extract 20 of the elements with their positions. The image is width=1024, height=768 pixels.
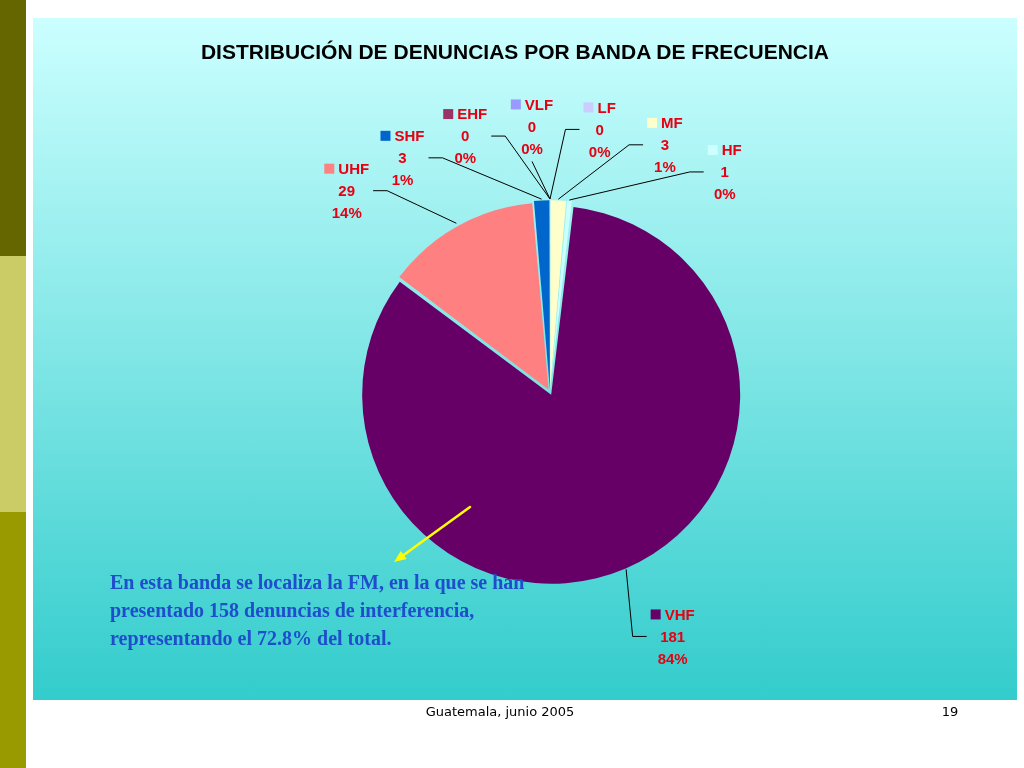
text: En esta banda se localiza la FM, en la que se han presentado 158 denuncias de interferencia, representando el 72.8% del total.	[110, 570, 526, 652]
chart-title: DISTRIBUCIÓN DE DENUNCIAS POR BANDA DE FRECUENCIA	[200, 40, 830, 63]
data-label: 3 1%	[391, 148, 414, 188]
legend-label: HF	[721, 141, 742, 159]
data-label: 3 1%	[654, 135, 676, 175]
text: 0 0%	[588, 120, 611, 160]
text: 0 0%	[454, 127, 477, 167]
legend-label: SHF	[394, 126, 425, 144]
legend-label: LF	[597, 98, 616, 116]
text: Guatemala, junio 2005	[424, 704, 576, 719]
data-label: 181 84%	[657, 627, 688, 667]
legend-label: UHF	[338, 159, 370, 177]
legend-label: MF	[661, 113, 683, 131]
text: 0 0%	[521, 117, 543, 157]
data-label: 1 0%	[713, 163, 736, 203]
legend-label: EHF	[457, 105, 488, 123]
legend-label: VHF	[664, 605, 695, 623]
legend-label: VLF	[524, 95, 554, 113]
data-label: 29 14%	[331, 181, 362, 221]
text: 19	[940, 704, 960, 719]
